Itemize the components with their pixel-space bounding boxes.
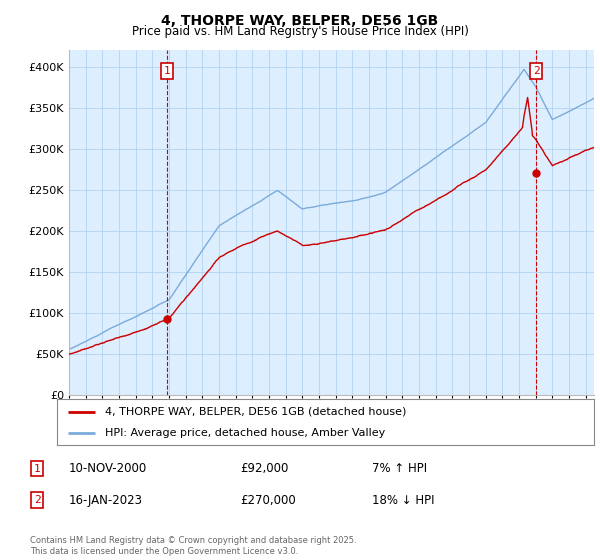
Text: 1: 1 xyxy=(34,464,41,474)
Text: 10-NOV-2000: 10-NOV-2000 xyxy=(69,462,147,475)
Text: 2: 2 xyxy=(533,66,540,76)
Text: 1: 1 xyxy=(163,66,170,76)
Text: Contains HM Land Registry data © Crown copyright and database right 2025.
This d: Contains HM Land Registry data © Crown c… xyxy=(30,536,356,556)
Text: Price paid vs. HM Land Registry's House Price Index (HPI): Price paid vs. HM Land Registry's House … xyxy=(131,25,469,38)
Text: HPI: Average price, detached house, Amber Valley: HPI: Average price, detached house, Ambe… xyxy=(106,428,386,438)
Text: 4, THORPE WAY, BELPER, DE56 1GB (detached house): 4, THORPE WAY, BELPER, DE56 1GB (detache… xyxy=(106,407,407,417)
Text: £92,000: £92,000 xyxy=(240,462,289,475)
Text: 18% ↓ HPI: 18% ↓ HPI xyxy=(372,493,434,507)
Text: 7% ↑ HPI: 7% ↑ HPI xyxy=(372,462,427,475)
Text: 2: 2 xyxy=(34,495,41,505)
Text: 16-JAN-2023: 16-JAN-2023 xyxy=(69,493,143,507)
Text: 4, THORPE WAY, BELPER, DE56 1GB: 4, THORPE WAY, BELPER, DE56 1GB xyxy=(161,14,439,28)
Text: £270,000: £270,000 xyxy=(240,493,296,507)
